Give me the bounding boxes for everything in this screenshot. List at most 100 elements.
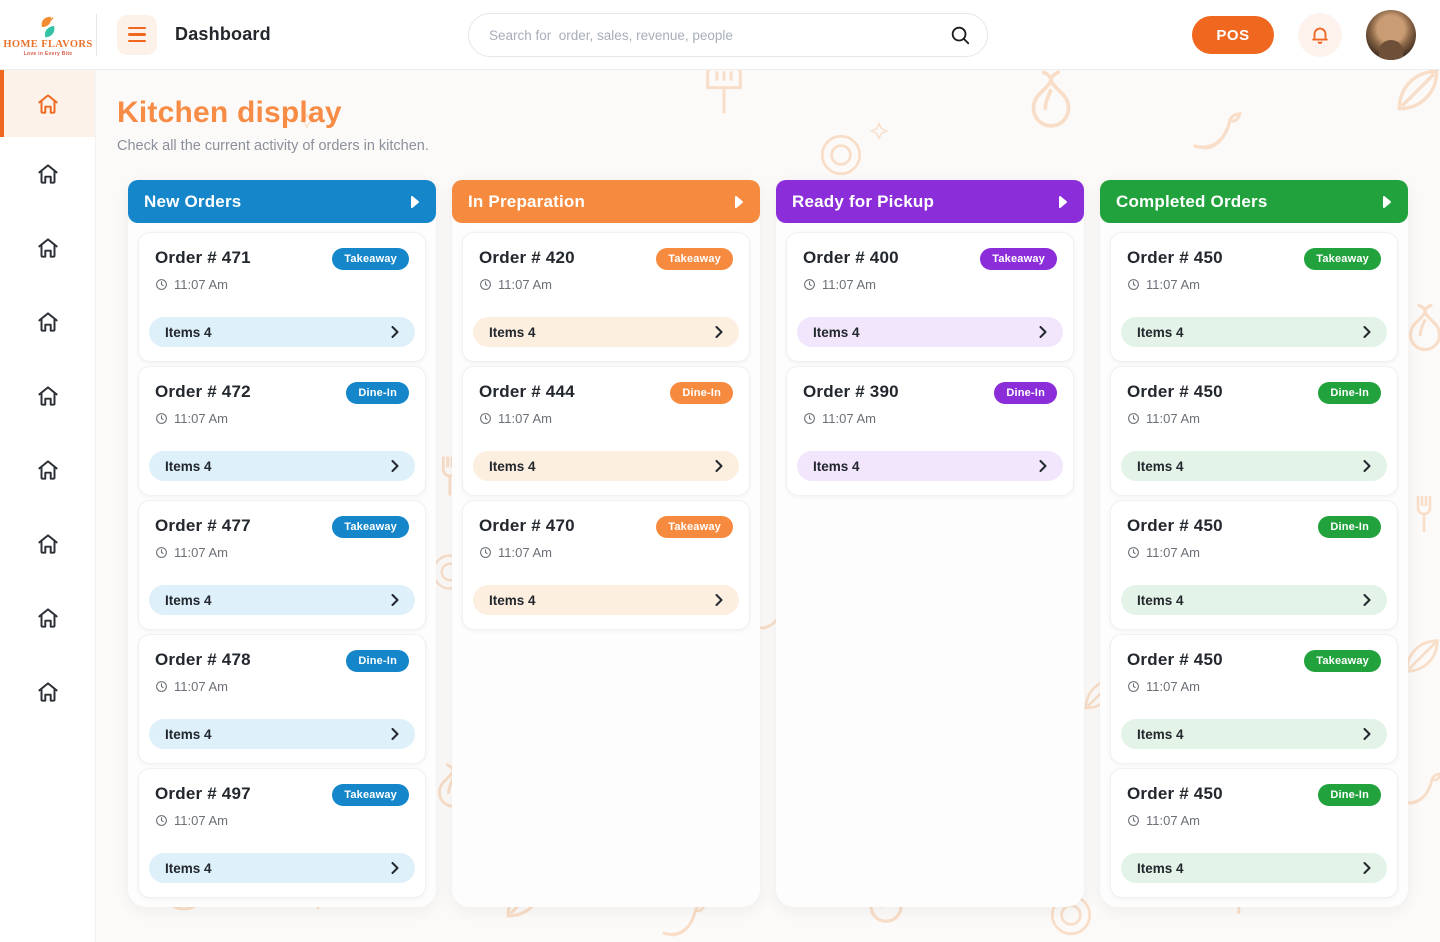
order-items-row[interactable]: Items 4 <box>149 585 415 615</box>
chevron-right-icon <box>391 594 399 606</box>
order-type-badge: Takeaway <box>332 248 409 270</box>
order-time: 11:07 Am <box>1127 277 1381 292</box>
clock-icon <box>1127 814 1140 827</box>
sidebar-item-7[interactable] <box>0 581 95 655</box>
order-type-badge: Takeaway <box>332 516 409 538</box>
order-card: Order # 450 Takeaway 11:07 Am Items 4 <box>1110 634 1398 764</box>
chevron-right-icon <box>1039 460 1047 472</box>
column-header[interactable]: Completed Orders <box>1100 180 1408 223</box>
sidebar-item-6[interactable] <box>0 507 95 581</box>
order-items-row[interactable]: Items 4 <box>1121 719 1387 749</box>
sidebar-item-3[interactable] <box>0 285 95 359</box>
order-items-label: Items 4 <box>165 726 212 742</box>
order-number: Order # 450 <box>1127 784 1223 803</box>
order-items-label: Items 4 <box>813 458 860 474</box>
sidebar-item-4[interactable] <box>0 359 95 433</box>
brand-logo-icon <box>41 16 55 37</box>
home-icon <box>35 679 61 705</box>
order-items-row[interactable]: Items 4 <box>149 451 415 481</box>
order-items-row[interactable]: Items 4 <box>797 451 1063 481</box>
column-header[interactable]: New Orders <box>128 180 436 223</box>
search-bar[interactable] <box>468 13 988 57</box>
order-number: Order # 477 <box>155 516 251 535</box>
hamburger-menu-button[interactable] <box>117 14 157 55</box>
pos-button[interactable]: POS <box>1192 16 1274 54</box>
sidebar-item-1[interactable] <box>0 137 95 211</box>
order-items-label: Items 4 <box>1137 458 1184 474</box>
column-header[interactable]: In Preparation <box>452 180 760 223</box>
chevron-right-icon <box>1363 460 1371 472</box>
bell-icon <box>1312 27 1328 44</box>
sidebar-item-2[interactable] <box>0 211 95 285</box>
order-items-row[interactable]: Items 4 <box>1121 585 1387 615</box>
search-input[interactable] <box>489 27 949 43</box>
order-time: 11:07 Am <box>1127 679 1381 694</box>
order-card: Order # 478 Dine-In 11:07 Am Items 4 <box>138 634 426 764</box>
order-card: Order # 450 Dine-In 11:07 Am Items 4 <box>1110 500 1398 630</box>
order-number: Order # 400 <box>803 248 899 267</box>
order-items-label: Items 4 <box>165 860 212 876</box>
order-items-row[interactable]: Items 4 <box>1121 853 1387 883</box>
order-time: 11:07 Am <box>803 277 1057 292</box>
sidebar-item-8[interactable] <box>0 655 95 729</box>
order-number: Order # 444 <box>479 382 575 401</box>
order-type-badge: Takeaway <box>1304 248 1381 270</box>
search-icon[interactable] <box>949 24 971 46</box>
clock-icon <box>155 412 168 425</box>
order-card: Order # 450 Dine-In 11:07 Am Items 4 <box>1110 366 1398 496</box>
order-items-row[interactable]: Items 4 <box>797 317 1063 347</box>
column-card-list: Order # 471 Takeaway 11:07 Am Items 4 Or… <box>128 223 436 907</box>
order-items-label: Items 4 <box>489 324 536 340</box>
chevron-right-icon <box>715 460 723 472</box>
clock-icon <box>155 814 168 827</box>
order-card: Order # 470 Takeaway 11:07 Am Items 4 <box>462 500 750 630</box>
brand-name: HOME FLAVORS <box>3 38 93 50</box>
chevron-right-icon <box>1363 862 1371 874</box>
order-items-row[interactable]: Items 4 <box>1121 317 1387 347</box>
home-icon <box>35 457 61 483</box>
order-card: Order # 400 Takeaway 11:07 Am Items 4 <box>786 232 1074 362</box>
order-items-label: Items 4 <box>165 592 212 608</box>
order-items-row[interactable]: Items 4 <box>473 585 739 615</box>
brand-logo[interactable]: HOME FLAVORS Love in Every Bite <box>0 13 96 57</box>
order-number: Order # 390 <box>803 382 899 401</box>
sidebar-item-5[interactable] <box>0 433 95 507</box>
column-card-list: Order # 420 Takeaway 11:07 Am Items 4 Or… <box>452 223 760 639</box>
order-number: Order # 497 <box>155 784 251 803</box>
top-header: HOME FLAVORS Love in Every Bite Dashboar… <box>0 0 1440 70</box>
user-avatar[interactable] <box>1366 10 1416 60</box>
order-time: 11:07 Am <box>479 411 733 426</box>
order-card: Order # 444 Dine-In 11:07 Am Items 4 <box>462 366 750 496</box>
order-items-label: Items 4 <box>489 458 536 474</box>
home-icon <box>35 235 61 261</box>
order-column: Completed Orders Order # 450 Takeaway 11… <box>1100 180 1408 907</box>
order-items-row[interactable]: Items 4 <box>473 317 739 347</box>
order-card: Order # 497 Takeaway 11:07 Am Items 4 <box>138 768 426 898</box>
clock-icon <box>155 278 168 291</box>
column-header[interactable]: Ready for Pickup <box>776 180 1084 223</box>
chevron-right-icon <box>1383 195 1391 208</box>
order-items-label: Items 4 <box>1137 860 1184 876</box>
order-items-row[interactable]: Items 4 <box>149 719 415 749</box>
chevron-right-icon <box>1363 594 1371 606</box>
hamburger-icon <box>128 26 146 30</box>
order-items-row[interactable]: Items 4 <box>1121 451 1387 481</box>
order-time: 11:07 Am <box>155 813 409 828</box>
sidebar-item-0[interactable] <box>0 70 95 137</box>
order-number: Order # 471 <box>155 248 251 267</box>
order-number: Order # 470 <box>479 516 575 535</box>
order-items-row[interactable]: Items 4 <box>149 317 415 347</box>
brand-tagline: Love in Every Bite <box>23 50 73 57</box>
order-column: New Orders Order # 471 Takeaway 11:07 Am… <box>128 180 436 907</box>
home-icon <box>35 161 61 187</box>
clock-icon <box>479 412 492 425</box>
order-items-row[interactable]: Items 4 <box>473 451 739 481</box>
column-title: In Preparation <box>468 191 586 211</box>
order-items-label: Items 4 <box>165 324 212 340</box>
order-items-label: Items 4 <box>1137 726 1184 742</box>
order-column: In Preparation Order # 420 Takeaway 11:0… <box>452 180 760 907</box>
order-items-row[interactable]: Items 4 <box>149 853 415 883</box>
notification-button[interactable] <box>1298 13 1342 57</box>
home-icon <box>35 91 61 117</box>
column-title: Completed Orders <box>1116 191 1268 211</box>
